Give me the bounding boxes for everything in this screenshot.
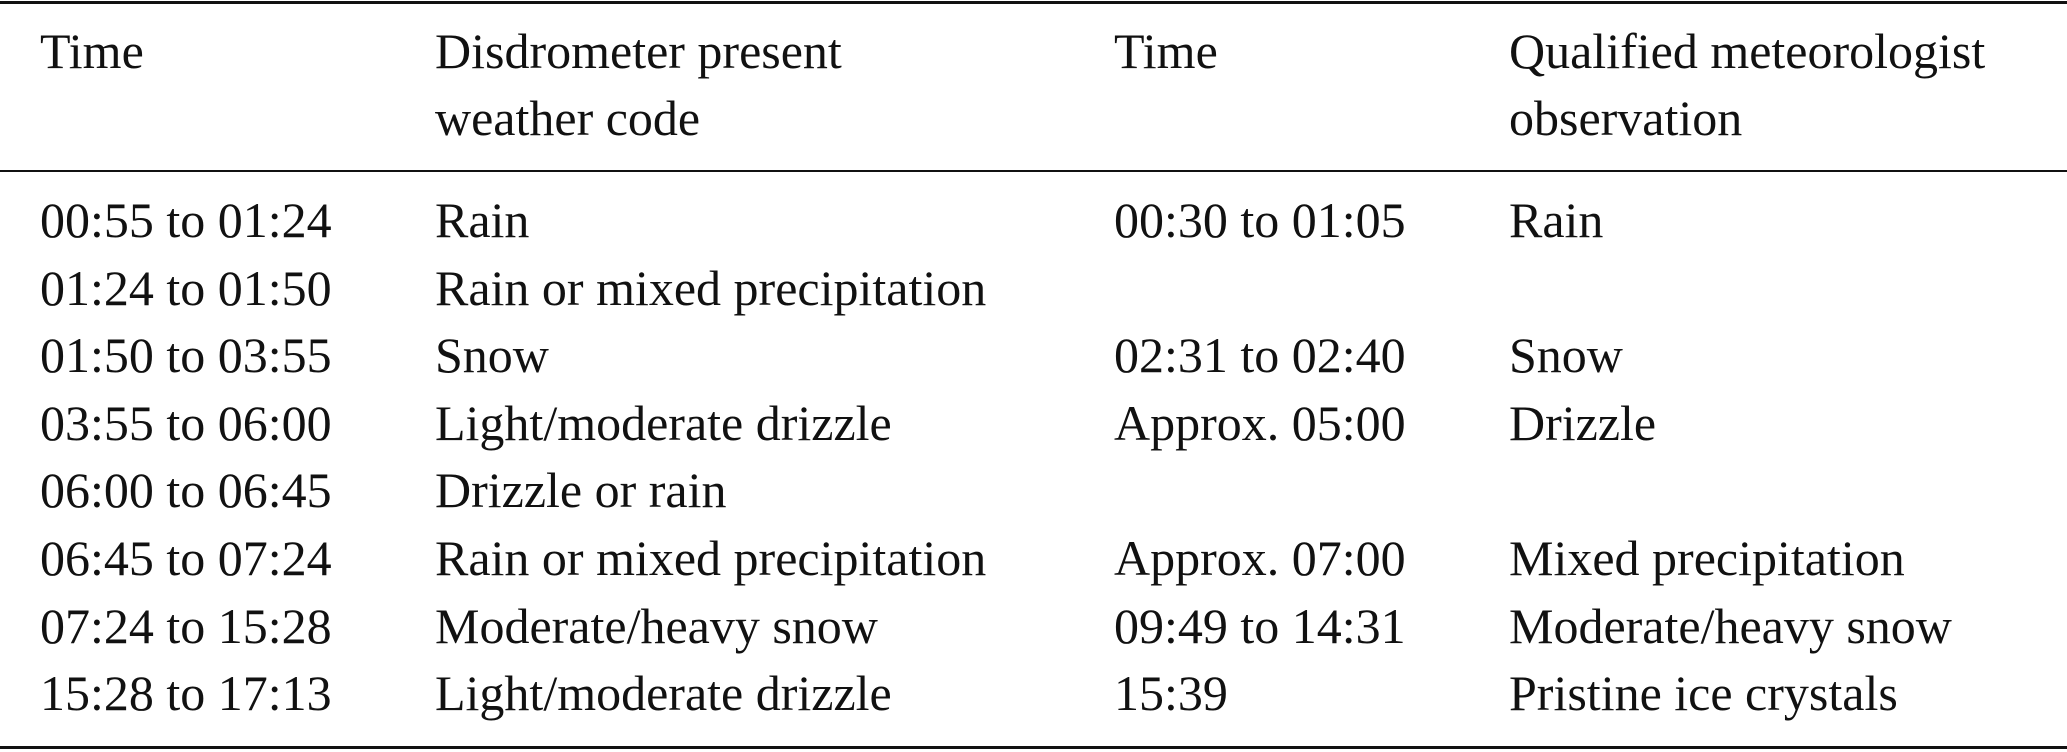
header-rule [0,170,2067,172]
table-cell: Approx. 07:00 [1114,530,1406,586]
table-cell: 02:31 to 02:40 [1114,327,1406,384]
table-cell: 03:55 to 06:00 [40,394,332,451]
table-cell: 00:55 to 01:24 [40,192,332,248]
table-cell: Pristine ice crystals [1509,665,1898,722]
table-cell: Drizzle [1509,394,1657,451]
table-cell: Light/moderate drizzle [435,394,892,451]
header-cell: Time [40,23,144,79]
header-cell: Time [1114,23,1218,79]
table-cell: 01:50 to 03:55 [40,327,332,384]
table-cell: Mixed precipitation [1509,530,1905,586]
table-cell: 01:24 to 01:50 [40,259,332,316]
table-cell: Rain [435,192,530,248]
table-cell: Moderate/heavy snow [1509,597,1952,654]
table-cell: Moderate/heavy snow [435,597,878,654]
table-cell: 00:30 to 01:05 [1114,192,1406,248]
table-cell: Drizzle or rain [435,462,727,519]
header-cell: Qualified meteorologist [1509,23,1986,79]
table-cell: 06:00 to 06:45 [40,462,332,519]
top-rule [0,1,2067,4]
table-cell: Snow [1509,327,1623,384]
table-cell: 07:24 to 15:28 [40,597,332,654]
table-cell: Approx. 05:00 [1114,394,1406,451]
bottom-rule [0,746,2067,749]
table-cell: Rain [1509,192,1604,248]
table-cell: 06:45 to 07:24 [40,530,332,586]
table-cell: 09:49 to 14:31 [1114,597,1406,654]
table-cell: 15:39 [1114,665,1228,722]
table-cell: 15:28 to 17:13 [40,665,332,722]
header-cell: Disdrometer present [435,23,842,79]
table-cell: Light/moderate drizzle [435,665,892,722]
header-cell: weather code [435,90,701,146]
table-cell: Snow [435,327,549,384]
table-cell: Rain or mixed precipitation [435,259,987,316]
table-cell: Rain or mixed precipitation [435,530,987,586]
header-cell: observation [1509,90,1743,146]
